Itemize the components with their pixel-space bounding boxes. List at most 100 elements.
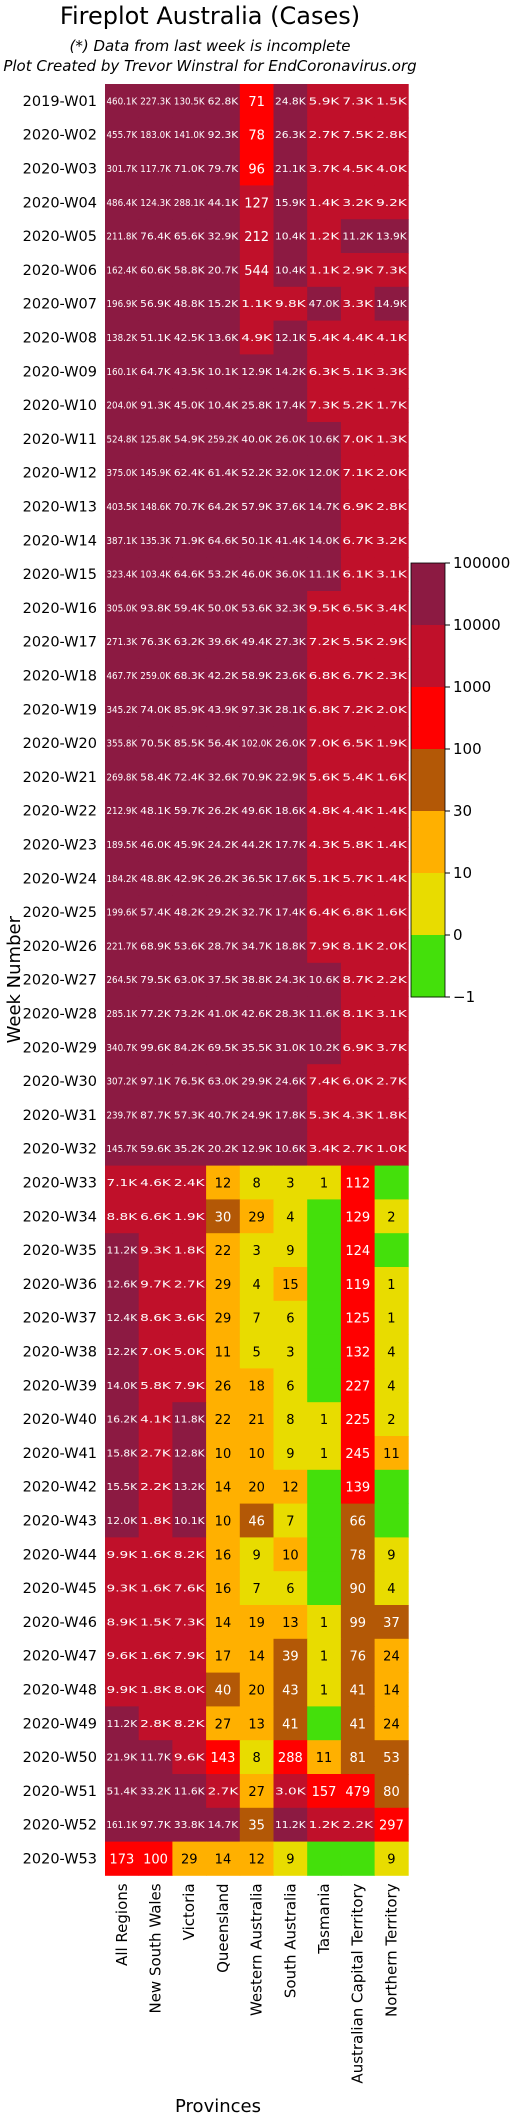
cell-value-label: 7 [253,1312,261,1327]
heatmap-cell [273,320,308,355]
heatmap-cell [307,422,342,457]
heatmap-cell [239,1098,274,1133]
cell-value-label: 24.2K [208,840,239,851]
cell-value-label: 11 [215,1346,232,1361]
heatmap-cell [138,1807,173,1842]
heatmap-cell [172,827,207,862]
heatmap-cell [273,151,308,186]
cell-value-label: 14 [215,1853,232,1868]
heatmap-cell [206,523,241,558]
cell-value-label: 38.8K [241,975,272,986]
heatmap-cell [273,1740,308,1775]
cell-value-label: 97.1K [140,1077,171,1088]
cell-value-label: 12.0K [107,1516,138,1527]
cell-value-label: 1 [320,1650,328,1665]
cell-value-label: 11.2K [107,1719,138,1730]
cell-value-label: 204.0K [107,401,138,412]
cell-value-label: 63.0K [174,975,205,986]
heatmap-cell [307,84,342,119]
heatmap-cell [206,219,241,254]
heatmap-cell [172,1841,207,1876]
cell-value-label: 19 [248,1616,265,1631]
cell-value-label: 5.7K [342,874,373,885]
cell-value-label: 22 [215,1244,232,1259]
cell-value-label: 26.2K [208,874,239,885]
cell-value-label: 59.4K [174,603,205,614]
heatmap-cell [239,422,274,457]
heatmap-cell [307,1334,342,1369]
heatmap-cell [138,1740,173,1775]
cell-value-label: 5.9K [309,96,340,107]
cell-value-label: 63.0K [208,1077,239,1088]
heatmap-cell [239,624,274,659]
heatmap-cell [239,117,274,152]
cell-value-label: 7.5K [342,130,373,141]
heatmap-cell [105,1368,140,1403]
cell-value-label: 3.0K [275,1786,306,1797]
cell-value-label: 124.3K [140,198,171,209]
colorbar-segment [411,873,445,936]
row-label: 2019-W01 [23,94,97,110]
cell-value-label: 12.2K [107,1347,138,1358]
heatmap-cell [105,1267,140,1302]
cell-value-label: 3.4K [309,1144,340,1155]
heatmap-cell [340,1098,375,1133]
cell-value-label: 5.1K [309,874,340,885]
cell-value-label: 10 [248,1447,265,1462]
heatmap-cell [273,523,308,558]
cell-value-label: 11.7K [140,1753,171,1764]
heatmap-cell [172,1605,207,1640]
heatmap-cell [273,117,308,152]
cell-value-label: 46 [248,1515,265,1530]
cell-value-label: 18.8K [275,941,306,952]
cell-value-label: 143 [211,1751,236,1766]
cell-value-label: 4 [286,1210,294,1225]
cell-value-label: 10.1K [174,1516,205,1527]
heatmap-cell [374,1469,409,1504]
cell-value-label: 2.8K [140,1719,171,1730]
heatmap-cell [206,1030,241,1065]
heatmap-cell [307,1300,342,1335]
colorbar-tick-label: 1000 [453,678,491,696]
cell-value-label: 2.2K [376,975,407,986]
cell-value-label: 4.1K [376,333,407,344]
cell-value-label: 6.9K [342,502,373,513]
heatmap-cell [340,1807,375,1842]
heatmap-cell [340,692,375,727]
cell-value-label: 26.3K [275,130,306,141]
heatmap-cell [340,1469,375,1504]
row-label: 2020-W19 [23,702,97,718]
cell-value-label: 323.4K [107,570,138,581]
cell-value-label: 90 [349,1582,366,1597]
cell-value-label: 32.6K [208,772,239,783]
cell-value-label: 264.5K [107,975,138,986]
heatmap-cell [374,219,409,254]
cell-value-label: 7.9K [309,941,340,952]
cell-value-label: 2.9K [342,265,373,276]
heatmap-cell [273,1233,308,1268]
cell-value-label: 37.5K [208,975,239,986]
heatmap-cell [239,929,274,964]
cell-value-label: 20.7K [208,265,239,276]
heatmap-cell [206,1300,241,1335]
heatmap-cell [307,117,342,152]
heatmap-cell [172,624,207,659]
heatmap-cell [105,1841,140,1876]
heatmap-cell [273,726,308,761]
cell-value-label: 32.7K [241,908,272,919]
cell-value-label: 50.0K [208,603,239,614]
heatmap-cell [340,185,375,220]
cell-value-label: 269.8K [107,772,138,783]
heatmap-cell [206,861,241,896]
cell-value-label: 16 [215,1582,232,1597]
heatmap-cell [273,793,308,828]
heatmap-cell [105,557,140,592]
cell-value-label: 1.1K [309,265,340,276]
cell-value-label: 48.2K [174,908,205,919]
cell-value-label: 1.9K [174,1212,205,1223]
cell-value-label: 22 [215,1413,232,1428]
cell-value-label: 3 [253,1244,261,1259]
cell-value-label: 12 [248,1853,265,1868]
heatmap-cell [105,1436,140,1471]
heatmap-cell [239,1638,274,1673]
